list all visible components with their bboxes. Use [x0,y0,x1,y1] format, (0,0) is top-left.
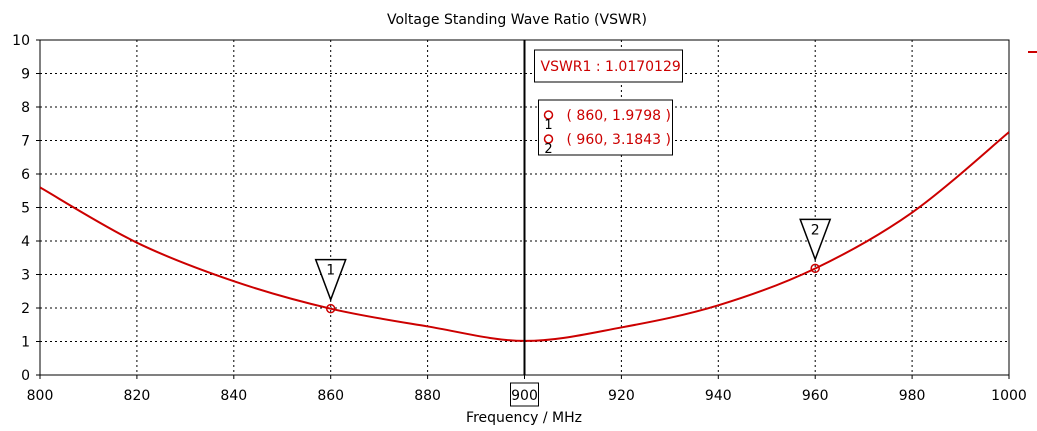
cursor-x-label: 900 [511,388,538,404]
grid [40,40,1009,375]
y-tick-label: 3 [21,268,30,284]
marker-2-point[interactable] [810,263,820,274]
y-tick-label: 1 [21,335,30,351]
y-tick-label: 6 [21,167,30,183]
marker-1-number: 1 [326,263,335,279]
readout-layer: 1 ( 860, 1.9798 ) 2 ( 960, 3.1843 ) [538,99,673,157]
x-tick-label: 820 [124,388,151,404]
marker-readout-2-icon [543,134,554,144]
y-tick-label: 5 [21,201,30,217]
y-tick-label: 4 [21,234,30,250]
marker-readout-1-value: ( 860, 1.9798 ) [567,108,671,124]
marker-1-point[interactable] [325,303,336,314]
y-tick-label: 10 [12,33,30,49]
cursor-x-label-box [510,382,539,407]
marker-2-number: 2 [811,222,820,238]
x-axis-label: Frequency / MHz [466,410,582,426]
x-tick-label: 800 [27,388,54,404]
x-tick-label: 880 [414,388,441,404]
chart-title: Voltage Standing Wave Ratio (VSWR) [387,12,647,28]
marker-readout-2-id: 2 [544,142,552,157]
marker-2-flag[interactable] [799,218,832,262]
y-axis-tick-labels: 0 1 2 3 4 5 6 7 8 9 10 [12,33,40,384]
x-tick-label: 940 [705,388,732,404]
marker-1-flag[interactable] [314,258,347,302]
x-axis-tick-labels: 800 820 840 860 880 920 940 960 980 1000 [27,375,1027,404]
y-tick-label: 0 [21,368,30,384]
x-tick-label: 980 [899,388,926,404]
marker-readout-1-id: 1 [544,118,552,133]
y-tick-label: 8 [21,100,30,116]
cursor-readout-box [534,49,683,83]
x-tick-label: 960 [802,388,829,404]
y-tick-label: 9 [21,67,30,83]
y-tick-label: 2 [21,301,30,317]
x-tick-label: 860 [317,388,344,404]
y-tick-label: 7 [21,134,30,150]
x-tick-label: 1000 [991,388,1027,404]
marker-readout-1-icon [543,110,554,120]
x-tick-label: 920 [608,388,635,404]
x-tick-label: 840 [220,388,247,404]
marker-readout-box [538,99,673,156]
cursor-layer: 900 VSWR1 : 1.0170129 [510,40,683,407]
cursor-readout: VSWR1 : 1.0170129 [541,59,681,75]
marker-layer: 12 [314,218,832,314]
marker-readout-2-value: ( 960, 3.1843 ) [567,132,671,148]
